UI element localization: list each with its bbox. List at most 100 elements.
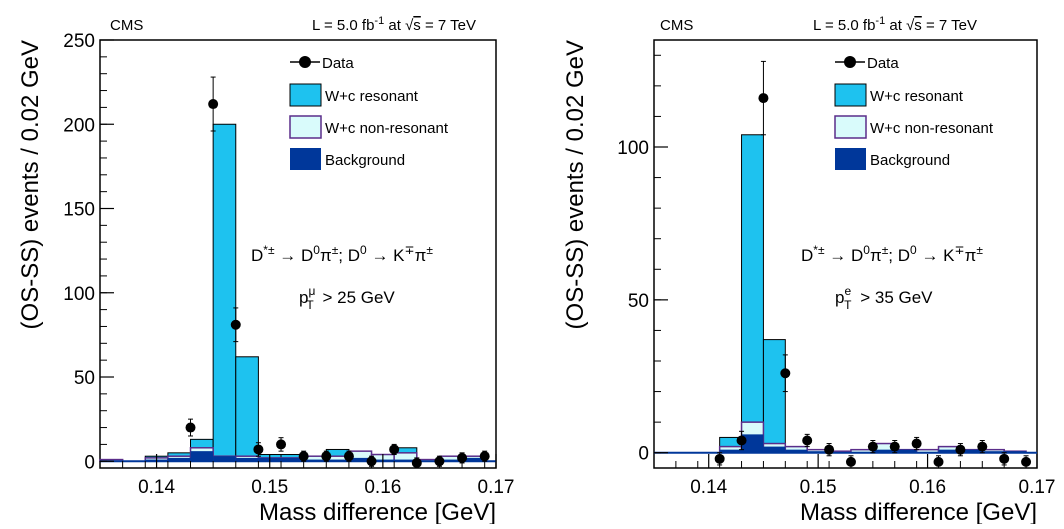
data-point (298, 451, 309, 462)
axis-ticks: 0.14 0.15 0.16 0.17 0 50 100 (617, 54, 1056, 498)
bar-background (235, 457, 259, 462)
legend-item-resonant: W+c resonant (289, 83, 419, 107)
chart-panel-muon: 0.14 0.15 0.16 0.17 0 50 100 150 200 250 CMS L = … (17, 15, 514, 526)
decay-annotation: D*± → D0π±; D0 → K∓π± (251, 243, 433, 265)
data-point (714, 453, 725, 464)
cut-annotation: pμ T > 25 GeV (299, 284, 395, 312)
experiment-label: CMS (660, 17, 693, 34)
data-point (253, 444, 264, 455)
legend: Data W+c resonant W+c non-resonant Backg… (289, 55, 449, 170)
bar-background (462, 457, 485, 462)
legend-swatch-resonant (834, 83, 867, 107)
bar-background (938, 449, 961, 453)
bar-background (213, 456, 236, 462)
data-point (230, 319, 241, 330)
y-tick-label: 200 (63, 115, 95, 136)
data-point (758, 93, 769, 104)
bar-background (348, 457, 372, 462)
lumi-label: L = 5.0 fb-1 at √s = 7 TeV (813, 15, 977, 34)
x-axis-title: Mass difference [GeV] (800, 499, 1037, 524)
y-tick-label: 50 (74, 368, 95, 389)
bar-resonant (741, 134, 764, 454)
data-point (321, 451, 332, 462)
data-point (824, 444, 835, 455)
y-axis-title: (OS-SS) events / 0.02 GeV (562, 40, 589, 329)
legend-swatch-resonant (289, 83, 322, 107)
svg-text:W+c non-resonant: W+c non-resonant (325, 120, 449, 137)
data-point (889, 441, 900, 452)
cut-annotation: pe T > 35 GeV (835, 284, 933, 312)
legend-item-resonant: W+c resonant (834, 83, 964, 107)
data-point (276, 439, 287, 450)
legend-swatch-background (835, 148, 866, 170)
experiment-label: CMS (110, 17, 143, 34)
data-point (780, 368, 791, 379)
y-tick-label: 150 (63, 200, 95, 221)
legend-item-background: Background (835, 148, 950, 170)
data-point (208, 99, 219, 110)
bar-background (167, 457, 191, 462)
svg-text:Data: Data (867, 55, 899, 72)
legend-swatch-nonresonant (834, 115, 867, 139)
legend-data-marker (299, 56, 311, 68)
x-tick-label: 0.16 (909, 477, 946, 498)
chart-panel-electron: 0.14 0.15 0.16 0.17 0 50 100 CMS L = 5.0 fb-1 … (562, 15, 1056, 526)
bar-resonant (762, 339, 786, 454)
y-tick-label: 250 (63, 31, 95, 52)
svg-text:Background: Background (870, 152, 950, 169)
legend-swatch-background (290, 148, 321, 170)
svg-text:W+c resonant: W+c resonant (870, 88, 964, 105)
legend: Data W+c resonant W+c non-resonant Backg… (834, 55, 994, 170)
y-tick-label: 100 (63, 284, 95, 305)
bar-background (281, 457, 304, 462)
data-point (802, 435, 813, 446)
y-tick-label: 50 (628, 291, 649, 312)
bar-background (960, 449, 983, 453)
axis-ticks: 0.14 0.15 0.16 0.17 0 50 100 150 200 250 (63, 31, 514, 498)
lumi-label: L = 5.0 fb-1 at √s = 7 TeV (312, 15, 476, 34)
x-tick-label: 0.14 (138, 477, 175, 498)
plot-frame (99, 39, 497, 469)
data-point (389, 444, 400, 455)
x-tick-label: 0.15 (800, 477, 837, 498)
svg-text:W+c non-resonant: W+c non-resonant (870, 120, 994, 137)
y-tick-label: 0 (84, 452, 95, 473)
data-point (736, 435, 747, 446)
legend-swatch-nonresonant (289, 115, 322, 139)
data-point (457, 452, 468, 463)
bar-resonant (212, 123, 237, 462)
plot-frame (653, 39, 1038, 469)
bar-background (785, 449, 808, 453)
bar-background (741, 434, 764, 453)
data-point (999, 453, 1010, 464)
svg-text:W+c resonant: W+c resonant (325, 88, 419, 105)
legend-item-data: Data (290, 55, 354, 72)
svg-text:Data: Data (322, 55, 354, 72)
bar-background (894, 449, 917, 453)
bar-background (872, 449, 895, 453)
legend-item-nonresonant: W+c non-resonant (834, 115, 994, 139)
data-point (867, 441, 878, 452)
decay-annotation: D*± → D0π±; D0 → K∓π± (801, 243, 983, 265)
data-point (977, 441, 988, 452)
bar-background (719, 449, 742, 453)
data-point (911, 438, 922, 449)
x-tick-label: 0.17 (478, 477, 515, 498)
legend-item-background: Background (290, 148, 405, 170)
histogram-stack (99, 123, 496, 463)
x-tick-label: 0.14 (690, 477, 727, 498)
legend-item-nonresonant: W+c non-resonant (289, 115, 449, 139)
y-tick-label: 0 (638, 444, 649, 465)
x-tick-label: 0.17 (1019, 477, 1056, 498)
bar-background (763, 446, 786, 453)
legend-data-marker (844, 56, 856, 68)
x-tick-label: 0.15 (251, 477, 288, 498)
data-point (479, 451, 490, 462)
histogram-stack (654, 134, 1037, 454)
data-point (955, 444, 966, 455)
data-point (185, 422, 196, 433)
x-tick-label: 0.16 (364, 477, 401, 498)
y-tick-label: 100 (617, 138, 649, 159)
bar-resonant (235, 356, 259, 462)
